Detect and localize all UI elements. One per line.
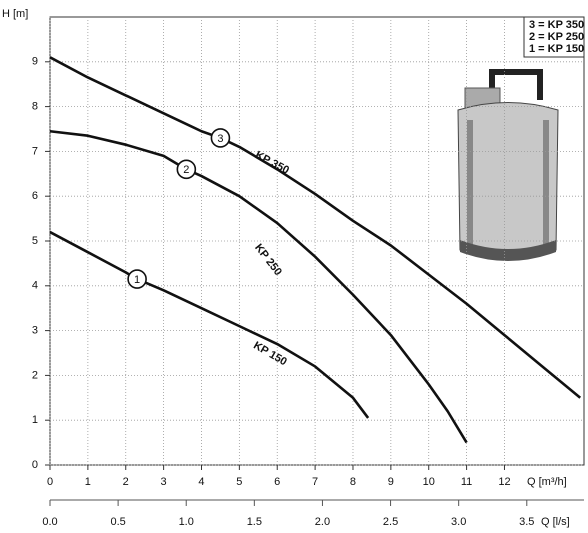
x-tick-label: 12	[498, 476, 510, 488]
x2-axis-label: Q [l/s]	[541, 516, 570, 528]
y-tick-label: 1	[32, 414, 38, 426]
x2-tick-label: 0.5	[110, 516, 125, 528]
x-tick-label: 7	[312, 476, 318, 488]
x-tick-label: 5	[236, 476, 242, 488]
x-tick-label: 0	[47, 476, 53, 488]
curve-marker-label: 1	[134, 274, 140, 286]
x2-tick-label: 2.5	[383, 516, 398, 528]
curve-marker-label: 2	[183, 164, 189, 176]
x-tick-label: 9	[388, 476, 394, 488]
curve-label: KP 250	[252, 242, 284, 278]
legend-entry: 2 = KP 250	[529, 31, 584, 43]
curve-label: KP 150	[251, 340, 289, 369]
x-axis-label: Q [m³/h]	[527, 476, 567, 488]
x2-tick-label: 3.0	[451, 516, 466, 528]
curve-label: KP 350	[253, 149, 291, 177]
legend-entry: 1 = KP 150	[529, 43, 584, 55]
x-tick-label: 4	[198, 476, 204, 488]
y-tick-label: 8	[32, 101, 38, 113]
y-tick-label: 9	[32, 56, 38, 68]
curve-marker-label: 3	[217, 133, 223, 145]
y-tick-label: 2	[32, 369, 38, 381]
curve	[50, 232, 368, 418]
y-tick-label: 4	[32, 280, 38, 292]
x2-tick-label: 3.5	[519, 516, 534, 528]
x-tick-label: 1	[85, 476, 91, 488]
y-axis-label: H [m]	[2, 8, 28, 20]
chart: H [m] Q [m³/h] Q [l/s] 01234567890123456…	[0, 0, 588, 533]
x-tick-label: 8	[350, 476, 356, 488]
curve	[50, 131, 467, 442]
x-tick-label: 11	[461, 476, 472, 488]
y-tick-label: 5	[32, 235, 38, 247]
x2-tick-label: 1.0	[179, 516, 194, 528]
x-tick-label: 3	[161, 476, 167, 488]
x-tick-label: 2	[123, 476, 129, 488]
x-tick-label: 6	[274, 476, 280, 488]
x-tick-label: 10	[423, 476, 435, 488]
y-tick-label: 6	[32, 190, 38, 202]
x2-tick-label: 2.0	[315, 516, 330, 528]
pump-image	[458, 72, 558, 261]
legend-entry: 3 = KP 350	[529, 19, 584, 31]
y-tick-label: 3	[32, 325, 38, 337]
y-tick-label: 0	[32, 459, 38, 471]
y-tick-label: 7	[32, 145, 38, 157]
x2-tick-label: 0.0	[42, 516, 57, 528]
x2-tick-label: 1.5	[247, 516, 262, 528]
